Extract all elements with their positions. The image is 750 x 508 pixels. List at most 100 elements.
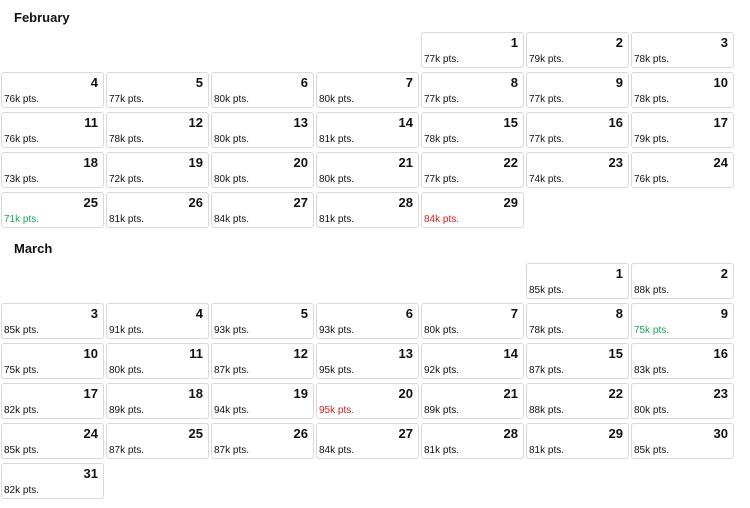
day-cell[interactable]: 11 80k pts. bbox=[106, 343, 209, 379]
day-cell[interactable]: 29 81k pts. bbox=[526, 423, 629, 459]
day-cell[interactable]: 21 89k pts. bbox=[421, 383, 524, 419]
day-cell[interactable]: 2 88k pts. bbox=[631, 263, 734, 299]
day-points-price: 95k pts. bbox=[319, 365, 355, 376]
day-cell[interactable]: 4 91k pts. bbox=[106, 303, 209, 339]
day-cell[interactable]: 11 76k pts. bbox=[1, 112, 104, 148]
day-number: 1 bbox=[510, 35, 518, 50]
day-cell[interactable]: 13 80k pts. bbox=[211, 112, 314, 148]
day-cell[interactable]: 31 82k pts. bbox=[1, 463, 104, 499]
day-points-price: 80k pts. bbox=[109, 365, 145, 376]
day-number: 3 bbox=[90, 306, 98, 321]
day-number: 6 bbox=[405, 306, 413, 321]
day-points-price: 80k pts. bbox=[319, 94, 355, 105]
day-cell[interactable]: 12 78k pts. bbox=[106, 112, 209, 148]
day-points-price: 78k pts. bbox=[529, 325, 565, 336]
day-number: 30 bbox=[713, 426, 728, 441]
day-number: 14 bbox=[503, 346, 518, 361]
day-points-price: 85k pts. bbox=[4, 445, 40, 456]
day-cell[interactable]: 4 76k pts. bbox=[1, 72, 104, 108]
day-points-price: 76k pts. bbox=[4, 94, 40, 105]
day-cell[interactable]: 26 87k pts. bbox=[211, 423, 314, 459]
day-cell[interactable]: 7 80k pts. bbox=[316, 72, 419, 108]
day-number: 12 bbox=[293, 346, 308, 361]
day-cell[interactable]: 28 81k pts. bbox=[421, 423, 524, 459]
day-number: 5 bbox=[195, 75, 203, 90]
day-cell[interactable]: 24 76k pts. bbox=[631, 152, 734, 188]
day-points-price: 71k pts. bbox=[4, 214, 40, 225]
day-number: 26 bbox=[293, 426, 308, 441]
day-number: 3 bbox=[720, 35, 728, 50]
day-points-price: 84k pts. bbox=[214, 214, 250, 225]
day-cell[interactable]: 16 77k pts. bbox=[526, 112, 629, 148]
day-cell[interactable]: 1 85k pts. bbox=[526, 263, 629, 299]
day-cell[interactable]: 3 85k pts. bbox=[1, 303, 104, 339]
day-cell[interactable]: 30 85k pts. bbox=[631, 423, 734, 459]
day-cell[interactable]: 23 74k pts. bbox=[526, 152, 629, 188]
day-cell[interactable]: 24 85k pts. bbox=[1, 423, 104, 459]
day-cell[interactable]: 19 72k pts. bbox=[106, 152, 209, 188]
day-cell[interactable]: 8 77k pts. bbox=[421, 72, 524, 108]
day-points-price: 77k pts. bbox=[424, 94, 460, 105]
day-number: 16 bbox=[608, 115, 623, 130]
day-cell[interactable]: 27 84k pts. bbox=[211, 192, 314, 228]
day-number: 13 bbox=[293, 115, 308, 130]
day-points-price: 76k pts. bbox=[4, 134, 40, 145]
day-cell[interactable]: 5 77k pts. bbox=[106, 72, 209, 108]
day-cell[interactable]: 10 75k pts. bbox=[1, 343, 104, 379]
calendar-grid-february: 1 77k pts. 2 79k pts. 3 78k pts. 4 76k pts. 5 77k… bbox=[1, 32, 735, 228]
day-cell[interactable]: 19 94k pts. bbox=[211, 383, 314, 419]
day-cell[interactable]: 10 78k pts. bbox=[631, 72, 734, 108]
day-cell[interactable]: 25 71k pts. bbox=[1, 192, 104, 228]
day-cell[interactable]: 23 80k pts. bbox=[631, 383, 734, 419]
day-number: 9 bbox=[615, 75, 623, 90]
day-cell[interactable]: 6 80k pts. bbox=[211, 72, 314, 108]
day-cell[interactable]: 3 78k pts. bbox=[631, 32, 734, 68]
day-cell[interactable]: 15 87k pts. bbox=[526, 343, 629, 379]
day-points-price: 84k pts. bbox=[319, 445, 355, 456]
day-cell[interactable]: 9 75k pts. bbox=[631, 303, 734, 339]
day-cell[interactable]: 2 79k pts. bbox=[526, 32, 629, 68]
day-cell[interactable]: 17 82k pts. bbox=[1, 383, 104, 419]
day-number: 19 bbox=[188, 155, 203, 170]
day-number: 24 bbox=[83, 426, 98, 441]
day-cell[interactable]: 29 84k pts. bbox=[421, 192, 524, 228]
day-cell[interactable]: 15 78k pts. bbox=[421, 112, 524, 148]
day-cell[interactable]: 13 95k pts. bbox=[316, 343, 419, 379]
day-points-price: 87k pts. bbox=[109, 445, 145, 456]
day-points-price: 88k pts. bbox=[529, 405, 565, 416]
day-cell[interactable]: 12 87k pts. bbox=[211, 343, 314, 379]
day-cell[interactable]: 22 77k pts. bbox=[421, 152, 524, 188]
day-cell[interactable]: 8 78k pts. bbox=[526, 303, 629, 339]
calendar-grid-march: 1 85k pts. 2 88k pts. 3 85k pts. 4 91k pts. 5 93k… bbox=[1, 263, 735, 499]
day-points-price: 87k pts. bbox=[529, 365, 565, 376]
day-cell[interactable]: 22 88k pts. bbox=[526, 383, 629, 419]
day-points-price: 80k pts. bbox=[319, 174, 355, 185]
day-cell[interactable]: 16 83k pts. bbox=[631, 343, 734, 379]
day-cell[interactable]: 18 73k pts. bbox=[1, 152, 104, 188]
day-cell[interactable]: 21 80k pts. bbox=[316, 152, 419, 188]
day-number: 13 bbox=[398, 346, 413, 361]
day-number: 27 bbox=[398, 426, 413, 441]
day-cell[interactable]: 1 77k pts. bbox=[421, 32, 524, 68]
day-cell[interactable]: 27 84k pts. bbox=[316, 423, 419, 459]
day-cell[interactable]: 9 77k pts. bbox=[526, 72, 629, 108]
day-points-price: 81k pts. bbox=[319, 134, 355, 145]
day-cell[interactable]: 18 89k pts. bbox=[106, 383, 209, 419]
day-points-price: 94k pts. bbox=[214, 405, 250, 416]
day-number: 15 bbox=[608, 346, 623, 361]
day-cell[interactable]: 6 93k pts. bbox=[316, 303, 419, 339]
day-points-price: 74k pts. bbox=[529, 174, 565, 185]
day-cell[interactable]: 20 80k pts. bbox=[211, 152, 314, 188]
day-points-price: 81k pts. bbox=[529, 445, 565, 456]
day-cell[interactable]: 5 93k pts. bbox=[211, 303, 314, 339]
day-points-price: 79k pts. bbox=[529, 54, 565, 65]
day-cell[interactable]: 14 81k pts. bbox=[316, 112, 419, 148]
day-cell[interactable]: 28 81k pts. bbox=[316, 192, 419, 228]
day-number: 6 bbox=[300, 75, 308, 90]
day-cell[interactable]: 14 92k pts. bbox=[421, 343, 524, 379]
day-cell[interactable]: 25 87k pts. bbox=[106, 423, 209, 459]
day-cell[interactable]: 26 81k pts. bbox=[106, 192, 209, 228]
day-cell[interactable]: 7 80k pts. bbox=[421, 303, 524, 339]
day-cell[interactable]: 17 79k pts. bbox=[631, 112, 734, 148]
day-cell[interactable]: 20 95k pts. bbox=[316, 383, 419, 419]
